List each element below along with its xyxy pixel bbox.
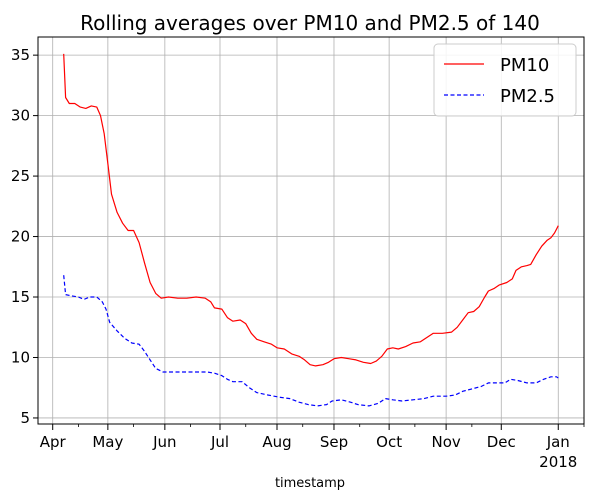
x-tick-label: Aug bbox=[262, 433, 291, 451]
series-line-0 bbox=[63, 53, 559, 367]
axis-ticks: 5 10 15 20 25 30 35 Apr May Jun Jul Aug Sep Oct Nov Dec… bbox=[11, 46, 585, 471]
y-tick-label: 30 bbox=[11, 107, 30, 125]
y-tick-label: 10 bbox=[11, 348, 30, 366]
x-tick-label: May bbox=[92, 433, 123, 451]
x-tick-label: Dec bbox=[487, 433, 516, 451]
x-tick-label: Jul bbox=[210, 433, 229, 451]
x-tick-label: Jan bbox=[546, 433, 570, 451]
y-tick-label: 35 bbox=[11, 46, 30, 64]
x-tick-label: Jun bbox=[152, 433, 176, 451]
plot-frame bbox=[37, 36, 585, 425]
legend: PM10 PM2.5 bbox=[433, 43, 577, 117]
x-tick-label: Sep bbox=[320, 433, 348, 451]
y-tick-label: 20 bbox=[11, 228, 30, 246]
legend-box bbox=[433, 43, 577, 117]
x-axis-label: timestamp bbox=[275, 476, 345, 491]
y-tick-label: 25 bbox=[11, 167, 30, 185]
x-tick-label: Oct bbox=[376, 433, 402, 451]
legend-label: PM2.5 bbox=[500, 86, 555, 107]
x-tick-label: Nov bbox=[431, 433, 460, 451]
x-tick-label: Apr bbox=[40, 433, 67, 451]
legend-label: PM10 bbox=[500, 55, 549, 76]
chart-title: Rolling averages over PM10 and PM2.5 of … bbox=[80, 11, 540, 35]
series-line-1 bbox=[63, 275, 559, 407]
y-tick-label: 15 bbox=[11, 288, 30, 306]
grid-lines bbox=[38, 37, 584, 424]
series-lines bbox=[63, 53, 559, 407]
x-tick-year-label: 2018 bbox=[539, 453, 577, 471]
y-tick-label: 5 bbox=[20, 409, 30, 427]
